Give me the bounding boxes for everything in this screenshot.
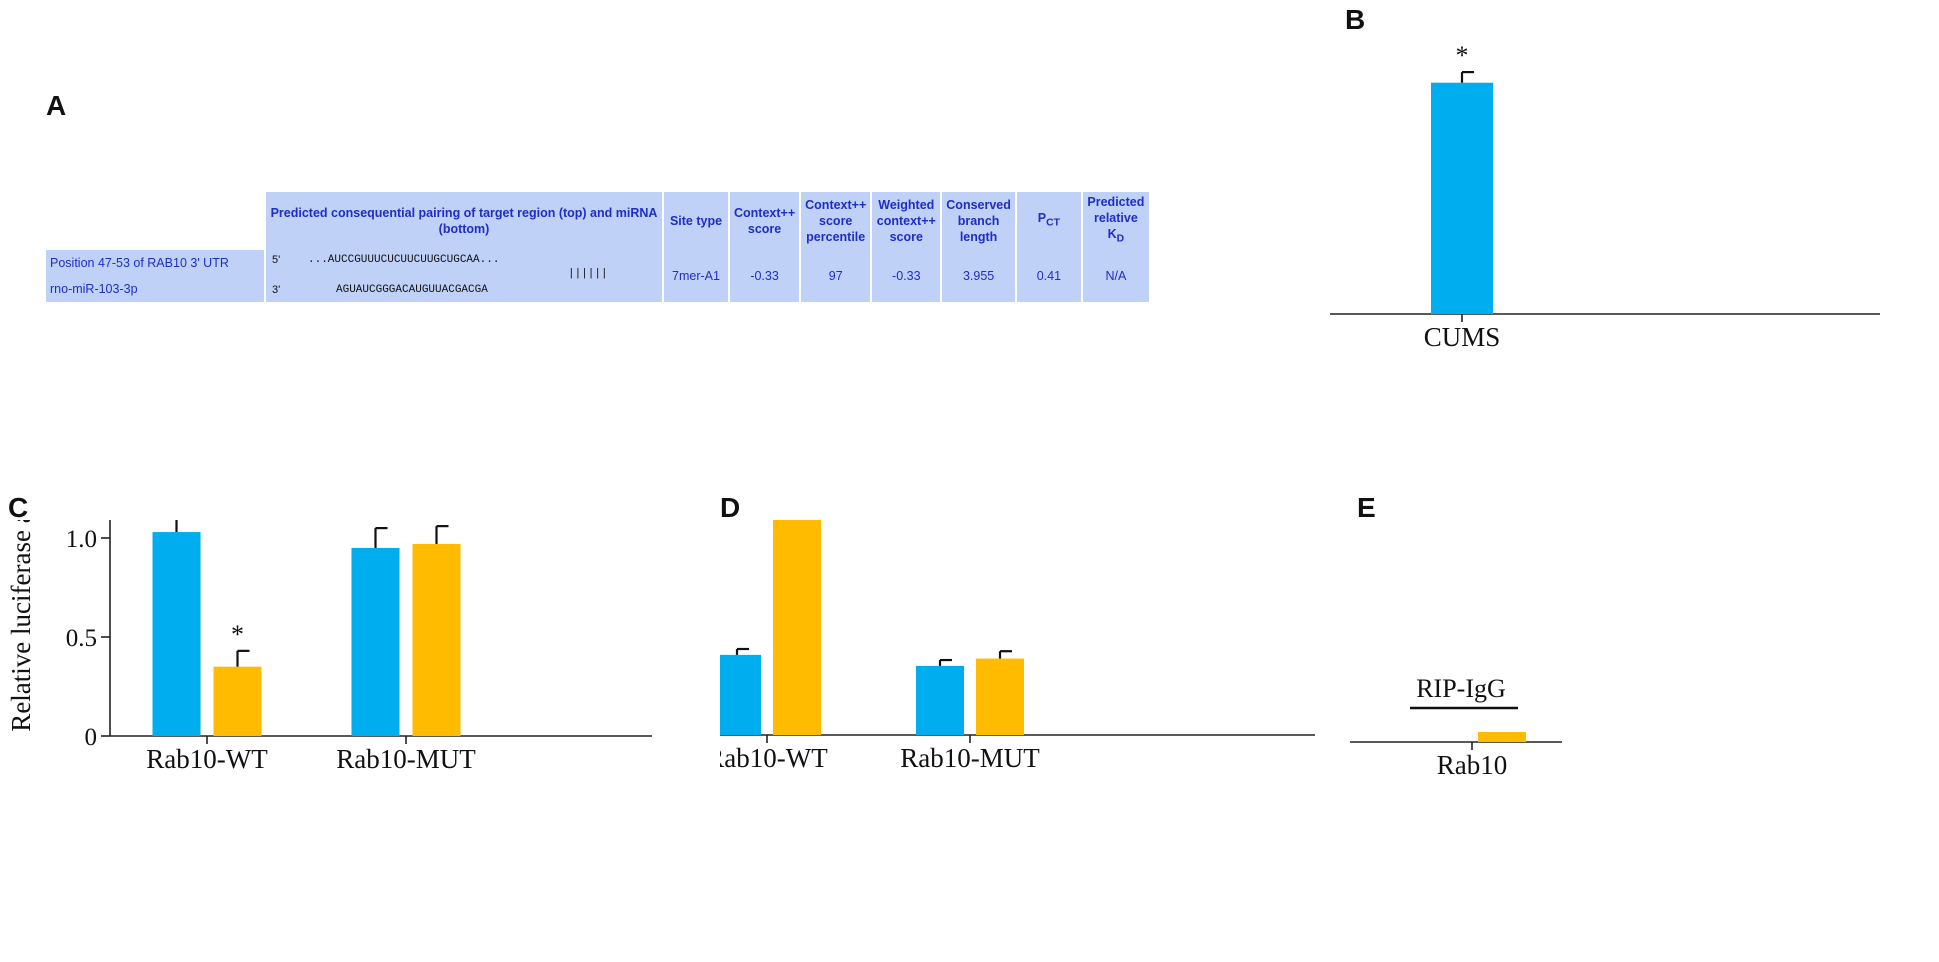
bar — [213, 666, 262, 736]
y-tick-label: 0 — [85, 724, 98, 751]
cell-site-type: 7mer-A1 — [664, 249, 728, 302]
bar — [916, 665, 964, 735]
significance-marker: * — [231, 620, 244, 649]
x-tick-label: Rab10-WT — [720, 743, 828, 773]
table-row: Position 47-53 of RAB10 3' UTR rno-miR-1… — [46, 249, 1149, 302]
panel-b-letter: B — [1345, 4, 1366, 35]
cell-kd: N/A — [1082, 249, 1149, 302]
cell-context-score: -0.33 — [730, 249, 800, 302]
bar — [152, 532, 201, 736]
y-tick-label: 0.5 — [66, 625, 97, 652]
targetscan-table: Predicted consequential pairing of targe… — [44, 192, 1151, 302]
cell-branch-length: 3.955 — [942, 249, 1015, 302]
table-header-row: Predicted consequential pairing of targe… — [46, 192, 1149, 250]
mirna-name: rno-miR-103-3p — [50, 281, 138, 296]
cell-weighted-context: -0.33 — [872, 249, 941, 302]
header-pct-label: P — [1037, 211, 1047, 225]
target-sequence: ...AUCCGUUUCUCUUCUUGCUGCAA... — [308, 253, 500, 266]
bar — [1478, 731, 1526, 742]
chart-b: 00.51.01.52.02.5Relative expressionof mi… — [1330, 41, 1880, 352]
bar — [976, 658, 1024, 735]
significance-marker: * — [1456, 41, 1469, 70]
header-branch-length: Conserved branch length — [942, 192, 1015, 250]
header-context-score: Context++ score — [730, 192, 800, 250]
position-text: Position 47-53 of RAB10 3' UTR — [50, 255, 229, 270]
x-tick-label: Rab10-MUT — [900, 743, 1040, 773]
bar — [773, 520, 821, 735]
pairing-bars: |||||| — [568, 267, 608, 280]
cell-pairing: 5' ...AUCCGUUUCUCUUCUUGCUGCAA... |||||| … — [266, 249, 662, 302]
cell-pct: 0.41 — [1016, 249, 1081, 302]
x-tick-label: Rab10-WT — [146, 744, 268, 774]
five-prime-label: 5' — [272, 253, 281, 266]
chart-e: 02468Enrichmentrelative to inputRab10Rab… — [1350, 674, 1562, 780]
header-pct-subscript: CT — [1046, 217, 1060, 229]
header-kd-subscript: D — [1116, 233, 1125, 245]
header-pct: PCT — [1016, 192, 1081, 250]
three-prime-label: 3' — [272, 283, 281, 296]
x-tick-label: Rab10 — [1437, 750, 1508, 780]
chart-c: 00.51.01.5Relative luciferase activityRa… — [6, 520, 652, 774]
bar — [412, 543, 461, 736]
header-blank — [46, 192, 264, 250]
cell-context-percentile: 97 — [801, 249, 871, 302]
panel-d-letter: D — [720, 492, 741, 523]
panel-c-letter: C — [8, 492, 29, 523]
bar — [720, 654, 761, 735]
header-context-percentile: Context++ score percentile — [801, 192, 871, 250]
chart-d: 01234Relative luciferase activityRab10-W… — [720, 520, 1315, 773]
cell-position: Position 47-53 of RAB10 3' UTR rno-miR-1… — [46, 249, 264, 302]
panel-e-letter: E — [1357, 492, 1376, 523]
header-weighted-context: Weighted context++ score — [872, 192, 941, 250]
panel-a-letter: A — [46, 90, 67, 121]
y-tick-label: 1.0 — [66, 526, 97, 553]
bar — [351, 547, 400, 736]
x-tick-label: Rab10-MUT — [336, 744, 476, 774]
header-pairing: Predicted consequential pairing of targe… — [266, 192, 662, 250]
header-kd-label: Predicted relative K — [1087, 195, 1145, 241]
group-label: RIP-IgG — [1416, 674, 1506, 703]
bar — [1431, 82, 1493, 314]
x-tick-label: CUMS — [1424, 322, 1501, 352]
header-kd: Predicted relative KD — [1082, 192, 1149, 250]
y-axis-title: Relative luciferase activity — [6, 520, 36, 732]
mirna-sequence: AGUAUCGGGACAUGUUACGACGA — [336, 283, 488, 296]
header-site-type: Site type — [664, 192, 728, 250]
